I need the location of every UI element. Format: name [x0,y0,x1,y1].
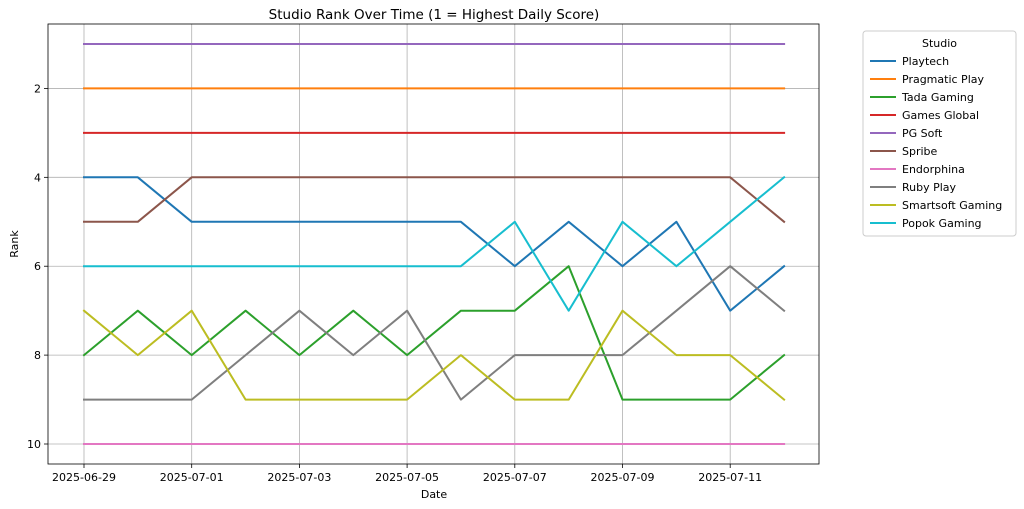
legend-title: Studio [922,37,957,50]
series-line-playtech [83,176,786,312]
x-axis-label: Date [421,488,448,501]
legend-label-tada-gaming: Tada Gaming [901,91,974,104]
series-line-popok-gaming [83,175,786,312]
y-tick-label: 10 [27,438,41,451]
legend-label-spribe: Spribe [902,145,938,158]
series-line-spribe [83,176,786,224]
x-tick-label: 2025-07-05 [375,471,439,484]
x-tick-label: 2025-06-29 [52,471,116,484]
legend-label-playtech: Playtech [902,55,949,68]
series-line-ruby-play [83,265,786,401]
x-tick-label: 2025-07-11 [698,471,762,484]
legend-label-games-global: Games Global [902,109,979,122]
y-tick-label: 6 [34,260,41,273]
y-axis: 2 4 6 8 10 [27,82,48,451]
x-tick-label: 2025-07-01 [160,471,224,484]
chart-title: Studio Rank Over Time (1 = Highest Daily… [269,7,600,23]
legend-label-pg-soft: PG Soft [902,127,943,140]
plot-frame [47,23,820,465]
legend-label-pragmatic-play: Pragmatic Play [902,73,984,86]
x-tick-label: 2025-07-03 [267,471,331,484]
series-line-smartsoft-gaming [82,309,786,402]
legend-label-popok-gaming: Popok Gaming [902,217,982,230]
series-lines [82,43,786,445]
legend-box [862,30,1017,237]
legend-items: Playtech Pragmatic Play Tada Gaming Games G… [870,55,1002,230]
y-tick-label: 2 [34,82,41,95]
x-tick-label: 2025-07-09 [591,471,655,484]
series-line-tada-gaming [82,265,786,401]
legend-label-smartsoft-gaming: Smartsoft Gaming [902,199,1002,212]
legend: Studio Playtech Pragmatic Play Tada Gaming… [862,30,1017,237]
x-tick-label: 2025-07-07 [483,471,547,484]
y-axis-label: Rank [8,230,21,258]
y-tick-label: 8 [34,349,41,362]
x-axis: 2025-06-29 2025-07-01 2025-07-03 2025-07-05… [52,464,762,484]
legend-label-endorphina: Endorphina [902,163,965,176]
y-tick-label: 4 [34,171,41,184]
legend-label-ruby-play: Ruby Play [902,181,957,194]
